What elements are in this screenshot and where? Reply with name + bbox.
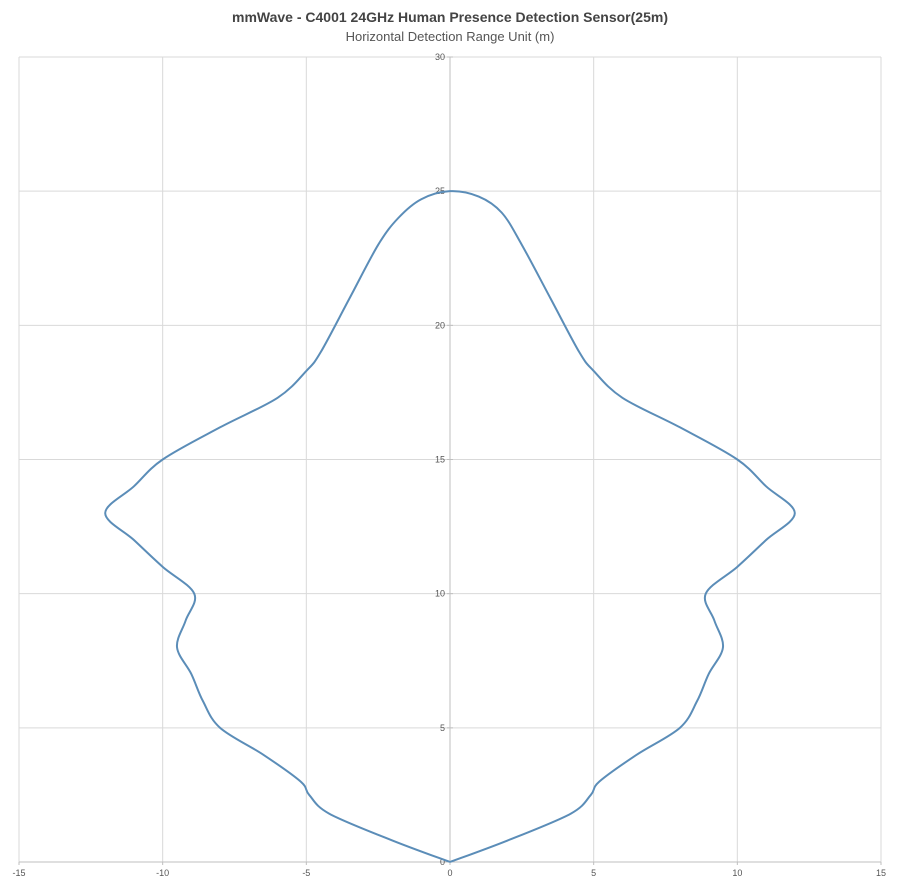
x-tick-label: 10 xyxy=(732,868,742,878)
chart-title: mmWave - C4001 24GHz Human Presence Dete… xyxy=(232,9,668,25)
y-tick-label: 15 xyxy=(435,455,445,465)
y-tick-label: 20 xyxy=(435,320,445,330)
x-tick-label: 5 xyxy=(591,868,596,878)
y-tick-label: 10 xyxy=(435,589,445,599)
x-tick-label: 0 xyxy=(447,868,452,878)
tick-labels: -15 -10 -5 0 5 10 15 0 5 10 15 20 25 30 xyxy=(12,52,886,878)
y-tick-label: 5 xyxy=(440,723,445,733)
x-tick-label: 15 xyxy=(876,868,886,878)
y-tick-label: 25 xyxy=(435,186,445,196)
x-tick-label: -10 xyxy=(156,868,169,878)
y-tick-label: 0 xyxy=(440,857,445,867)
series-layer xyxy=(104,190,796,863)
x-tick-label: -15 xyxy=(12,868,25,878)
y-tick-label: 30 xyxy=(435,52,445,62)
detection-range-line xyxy=(104,190,796,863)
x-tick-label: -5 xyxy=(302,868,310,878)
chart-subtitle: Horizontal Detection Range Unit (m) xyxy=(345,29,555,44)
